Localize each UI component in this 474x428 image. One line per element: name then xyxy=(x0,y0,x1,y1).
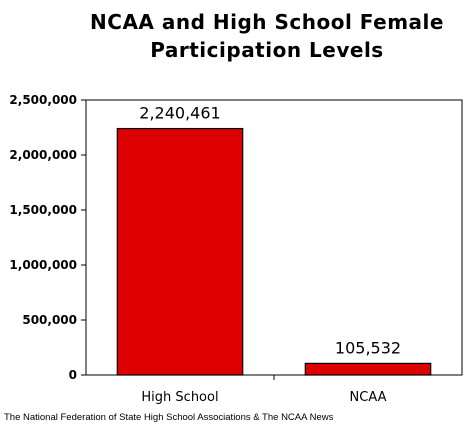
bar-ncaa xyxy=(304,362,432,376)
y-tick-label: 500,000 xyxy=(22,313,77,327)
y-tick-label: 1,000,000 xyxy=(9,258,77,272)
chart-title-line-1: NCAA and High School Female xyxy=(90,10,444,34)
y-tick-label: 2,500,000 xyxy=(9,93,77,107)
source-note: The National Federation of State High Sc… xyxy=(4,412,334,423)
y-tick-label: 0 xyxy=(69,368,77,382)
data-label: 2,240,461 xyxy=(139,104,220,123)
y-tick-label: 2,000,000 xyxy=(9,148,77,162)
category-label: NCAA xyxy=(350,390,387,405)
data-label: 105,532 xyxy=(335,338,401,357)
bar-high-school xyxy=(116,127,244,376)
y-tick-label: 1,500,000 xyxy=(9,203,77,217)
chart-title-line-2: Participation Levels xyxy=(150,38,384,62)
category-label: High School xyxy=(141,390,218,405)
